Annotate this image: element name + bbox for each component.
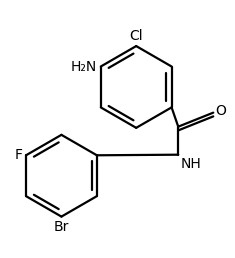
Text: NH: NH bbox=[181, 157, 202, 171]
Text: H₂N: H₂N bbox=[71, 60, 97, 74]
Text: Cl: Cl bbox=[129, 29, 143, 43]
Text: Br: Br bbox=[54, 220, 69, 234]
Text: F: F bbox=[15, 148, 23, 162]
Text: O: O bbox=[216, 104, 227, 118]
